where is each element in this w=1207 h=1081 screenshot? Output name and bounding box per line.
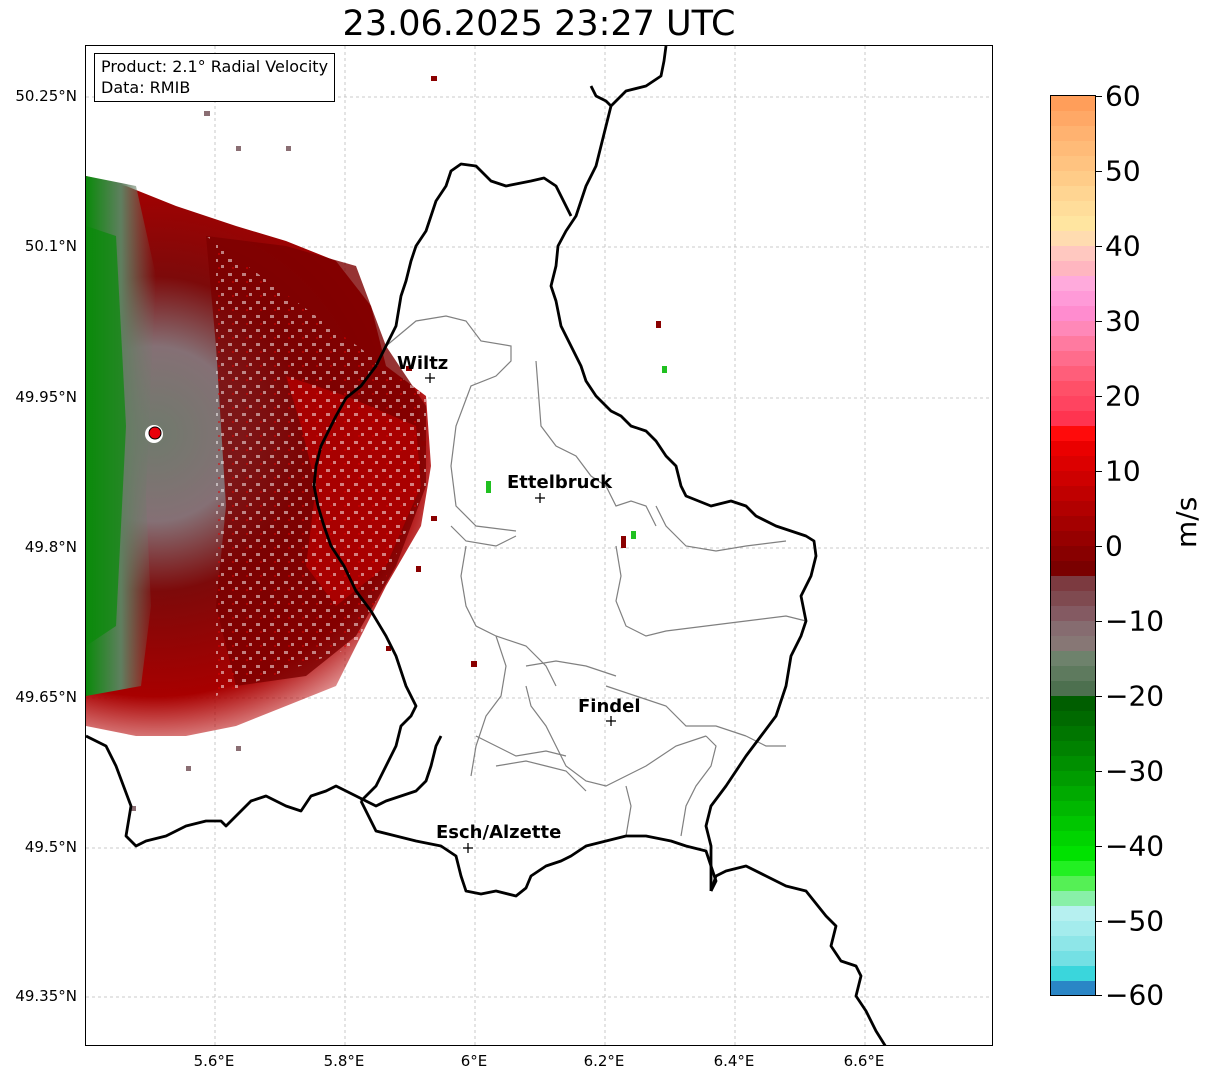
lat-tick-label: 49.35°N	[15, 987, 77, 1005]
lat-tick-label: 49.65°N	[15, 688, 77, 706]
radar-map[interactable]: Wiltz Ettelbruck Findel Esch/Alzette	[85, 45, 993, 1046]
product-label: Product: 2.1° Radial Velocity	[101, 57, 329, 76]
canton-boundaries	[385, 315, 807, 837]
colorbar-tick-label: 60	[1105, 79, 1141, 113]
colorbar-tick-label: −10	[1105, 604, 1165, 638]
colorbar-tick	[1096, 995, 1102, 996]
city-markers	[425, 373, 616, 853]
lon-tick-label: 6.2°E	[583, 1052, 625, 1070]
lat-tick-label: 49.95°N	[15, 388, 77, 406]
colorbar-unit-label: m/s	[1170, 496, 1203, 548]
colorbar-tick-label: −20	[1105, 679, 1165, 713]
data-source-label: Data: RMIB	[101, 78, 191, 97]
lon-tick-label: 6.4°E	[713, 1052, 755, 1070]
colorbar-bands	[1051, 96, 1095, 995]
colorbar-tick-label: 10	[1105, 454, 1141, 488]
lat-tick-label: 50.1°N	[24, 237, 77, 255]
colorbar-tick	[1096, 621, 1102, 622]
colorbar-tick	[1096, 321, 1102, 322]
colorbar-tick	[1096, 771, 1102, 772]
city-label-findel: Findel	[578, 696, 641, 717]
colorbar-tick	[1096, 921, 1102, 922]
colorbar-tick-label: 20	[1105, 379, 1141, 413]
colorbar-tick	[1096, 96, 1102, 97]
colorbar-tick-label: −60	[1105, 978, 1165, 1012]
colorbar-tick	[1096, 171, 1102, 172]
velocity-echoes	[86, 76, 667, 811]
colorbar-tick-label: 40	[1105, 229, 1141, 263]
colorbar-tick	[1096, 471, 1102, 472]
colorbar-tick	[1096, 846, 1102, 847]
lat-tick-label: 49.8°N	[24, 538, 77, 556]
colorbar-tick-label: −30	[1105, 754, 1165, 788]
colorbar-tick	[1096, 546, 1102, 547]
city-label-ettelbruck: Ettelbruck	[507, 472, 613, 493]
colorbar-tick-label: 50	[1105, 154, 1141, 188]
colorbar-tick-label: 0	[1105, 529, 1123, 563]
lon-tick-label: 5.8°E	[323, 1052, 365, 1070]
city-label-wiltz: Wiltz	[397, 353, 448, 374]
colorbar-tick	[1096, 246, 1102, 247]
velocity-colorbar	[1050, 95, 1096, 996]
colorbar-tick-label: −40	[1105, 829, 1165, 863]
colorbar-tick	[1096, 696, 1102, 697]
lon-tick-label: 6.6°E	[843, 1052, 885, 1070]
map-canvas: Wiltz Ettelbruck Findel Esch/Alzette	[86, 46, 992, 1045]
country-borders	[86, 46, 887, 1045]
colorbar-tick-label: 30	[1105, 304, 1141, 338]
colorbar-tick-label: −50	[1105, 904, 1165, 938]
chart-title: 23.06.2025 23:27 UTC	[342, 4, 736, 44]
radar-site-marker[interactable]	[148, 426, 162, 440]
colorbar-tick	[1096, 396, 1102, 397]
lon-tick-label: 5.6°E	[193, 1052, 235, 1070]
lat-tick-label: 50.25°N	[15, 87, 77, 105]
city-label-esch-alzette: Esch/Alzette	[436, 822, 561, 843]
lat-tick-label: 49.5°N	[24, 838, 77, 856]
lon-tick-label: 6°E	[460, 1052, 488, 1070]
product-info-box: Product: 2.1° Radial Velocity Data: RMIB	[94, 53, 336, 102]
